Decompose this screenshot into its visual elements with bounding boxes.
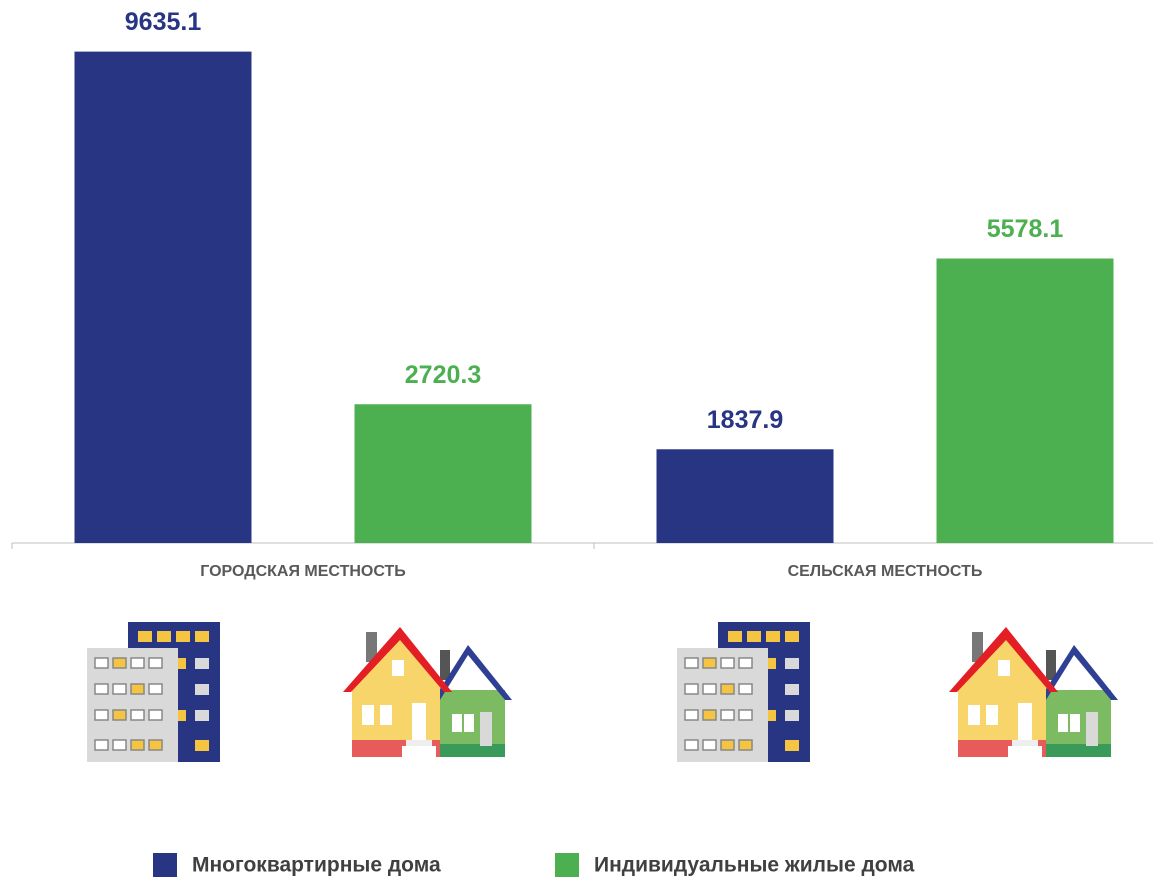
bar bbox=[74, 51, 252, 544]
legend-label: Индивидуальные жилые дома bbox=[594, 854, 915, 877]
legend-swatch bbox=[153, 853, 177, 877]
x-tick-label: ГОРОДСКАЯ МЕСТНОСТЬ bbox=[200, 563, 406, 580]
value-label: 2720.3 bbox=[405, 361, 481, 389]
value-label: 5578.1 bbox=[987, 215, 1064, 243]
bar bbox=[354, 404, 532, 543]
bar bbox=[936, 258, 1114, 543]
apartment-icon bbox=[86, 621, 221, 763]
apartment-icon bbox=[676, 621, 811, 763]
x-tick-label: СЕЛЬСКАЯ МЕСТНОСТЬ bbox=[788, 563, 983, 580]
house-icon bbox=[949, 627, 1118, 757]
house-icon bbox=[343, 627, 512, 757]
bar bbox=[656, 449, 834, 543]
value-label: 1837.9 bbox=[707, 406, 783, 434]
legend-swatch bbox=[555, 853, 579, 877]
value-label: 9635.1 bbox=[125, 8, 202, 36]
legend-label: Многоквартирные дома bbox=[192, 854, 441, 877]
